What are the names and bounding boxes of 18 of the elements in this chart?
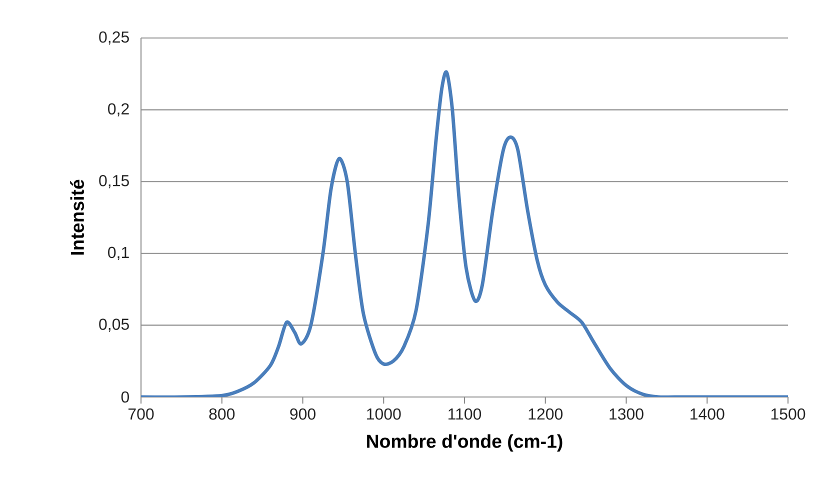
y-axis-title: Intensité bbox=[70, 180, 84, 255]
x-tick-label: 1200 bbox=[528, 408, 563, 420]
x-tick-label: 1500 bbox=[771, 408, 806, 420]
line-series bbox=[141, 70, 788, 397]
x-tick-label: 700 bbox=[128, 408, 154, 420]
y-tick-label: 0,15 bbox=[99, 174, 129, 188]
y-tick-label: 0,2 bbox=[108, 103, 129, 116]
y-tick-label: 0,25 bbox=[99, 31, 129, 45]
x-axis-title: Nombre d'onde (cm-1) bbox=[367, 434, 562, 452]
x-tick-label: 1300 bbox=[610, 408, 644, 420]
x-tick-label: 1100 bbox=[448, 408, 482, 420]
x-tick-label: 800 bbox=[209, 408, 235, 420]
y-tick-label: 0 bbox=[121, 391, 130, 403]
x-tick-label: 1400 bbox=[690, 408, 724, 420]
x-tick-label: 900 bbox=[290, 408, 316, 420]
y-tick-label: 0,1 bbox=[108, 246, 129, 260]
y-tick-label: 0,05 bbox=[99, 318, 129, 332]
x-tick-label: 1000 bbox=[367, 408, 401, 420]
